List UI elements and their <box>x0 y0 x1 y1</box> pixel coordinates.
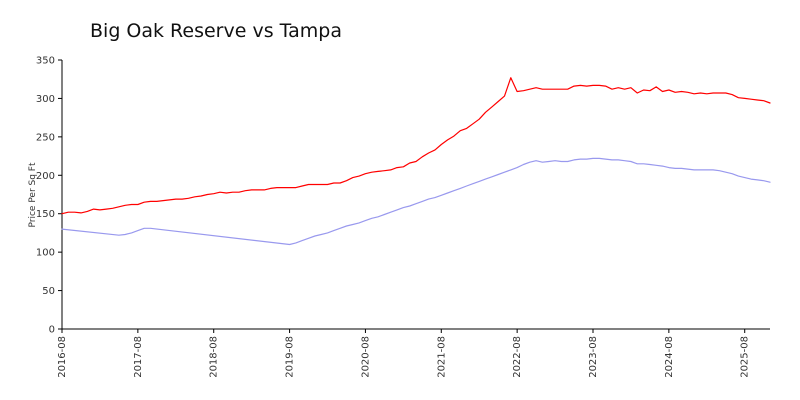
y-tick-label: 0 <box>49 325 55 336</box>
y-tick-label: 100 <box>36 248 55 259</box>
chart-title: Big Oak Reserve vs Tampa <box>90 20 342 42</box>
x-axis: 2016-08 2017-08 2018-08 2019-08 2020-08 2021-… <box>57 328 770 378</box>
series-group <box>61 77 771 246</box>
x-tick-label: 2017-08 <box>133 336 144 378</box>
y-tick-label: 50 <box>42 286 55 297</box>
x-tick-label: 2023-08 <box>588 336 599 378</box>
x-tick-label: 2025-08 <box>740 336 751 378</box>
y-tick-label: 150 <box>36 209 55 220</box>
y-axis-title: Price Per Sq Ft <box>28 162 38 227</box>
x-tick-label: 2020-08 <box>360 336 371 378</box>
y-tick-label: 250 <box>36 132 55 143</box>
series-line-big-oak-reserve <box>61 77 771 215</box>
x-tick-label: 2019-08 <box>285 336 296 378</box>
x-tick-label: 2018-08 <box>209 336 220 378</box>
x-tick-label: 2022-08 <box>512 336 523 378</box>
y-tick-label: 200 <box>36 171 55 182</box>
x-tick-label: 2016-08 <box>57 336 68 378</box>
y-tick-label: 350 <box>36 56 55 67</box>
x-tick-label: 2024-08 <box>664 336 675 378</box>
y-axis: 0 50 100 150 200 250 300 350 <box>36 56 63 336</box>
series-line-tampa <box>61 157 771 246</box>
y-tick-label: 300 <box>36 94 55 105</box>
x-tick-label: 2021-08 <box>436 336 447 378</box>
